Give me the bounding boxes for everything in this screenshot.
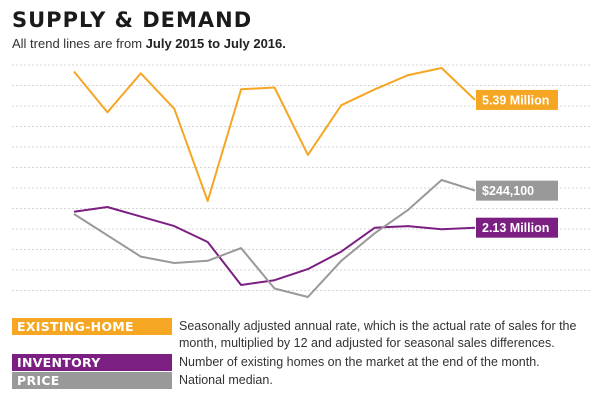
legend-desc-inventory: Number of existing homes on the market a… xyxy=(179,355,540,369)
end-label-2: $244,100 xyxy=(482,184,534,198)
line-chart: 5.39 Million 2.13 Million $244,100 xyxy=(12,64,590,298)
legend-desc-price: National median. xyxy=(179,373,273,387)
series-line-2 xyxy=(73,179,476,298)
chart-subtitle: All trend lines are from July 2015 to Ju… xyxy=(12,36,286,51)
chart-title: SUPPLY & DEMAND xyxy=(12,8,253,32)
end-label-box-1 xyxy=(476,217,558,238)
legend-tag-sales: EXISTING-HOME SALES xyxy=(12,318,172,351)
subtitle-prefix: All trend lines are from xyxy=(12,36,146,51)
chart-series xyxy=(73,67,476,298)
end-label-box-2 xyxy=(476,180,558,201)
chart-grid xyxy=(12,64,590,291)
legend-tag-inventory: INVENTORY xyxy=(12,354,172,371)
series-line-0 xyxy=(73,67,476,202)
legend-tag-price: PRICE xyxy=(12,372,172,389)
end-label-1: 2.13 Million xyxy=(482,221,549,235)
end-label-0: 5.39 Million xyxy=(482,93,549,107)
subtitle-date-range: July 2015 to July 2016. xyxy=(145,36,286,51)
end-label-box-0 xyxy=(476,89,558,110)
chart-end-labels: 5.39 Million 2.13 Million $244,100 xyxy=(476,89,558,238)
series-line-1 xyxy=(73,206,476,286)
legend-desc-sales: Seasonally adjusted annual rate, which i… xyxy=(179,319,577,350)
